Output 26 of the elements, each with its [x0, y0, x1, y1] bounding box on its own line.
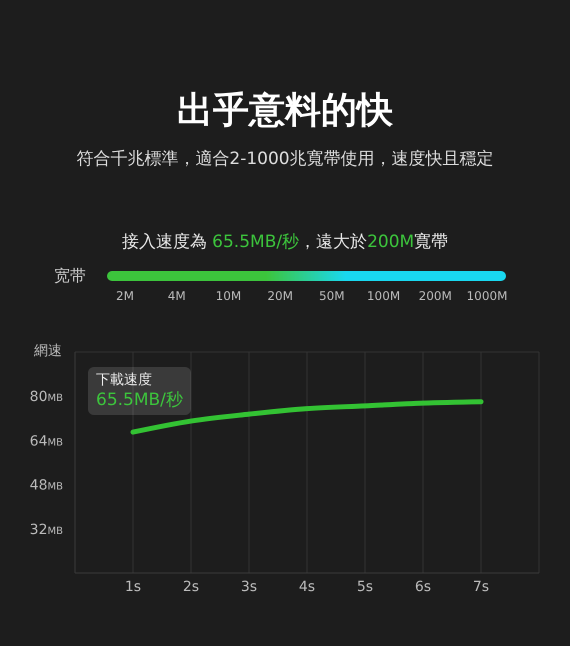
x-tick-label: 7s — [472, 578, 490, 595]
y-tick-label: 80MB — [30, 389, 64, 406]
text: 符合千兆標準，適合2-1000兆寬帶使用，速度快且穩定 — [75, 148, 495, 170]
x-tick-label: 2s — [182, 578, 200, 595]
x-tick-label: 4s — [298, 578, 316, 595]
y-tick-label: 48MB — [30, 478, 64, 494]
category-label: 200M — [418, 289, 452, 303]
category-label: 4M — [166, 289, 187, 303]
y-tick-label: 64MB — [30, 433, 64, 450]
annotation: 65.5MB/秒 — [96, 389, 183, 411]
text: 出乎意料的快 — [176, 89, 394, 133]
category-label: 1000M — [466, 289, 508, 303]
y-axis-title: 網速 — [34, 342, 62, 360]
x-tick-label: 1s — [124, 578, 142, 595]
y-tick-label: 32MB — [30, 522, 64, 538]
x-tick-label: 5s — [356, 578, 374, 595]
text: 宽带 — [54, 266, 86, 287]
text: 接入速度為 65.5MB/秒，遠大於200M寬帶 — [122, 232, 448, 252]
category-label: 2M — [115, 289, 135, 303]
category-label: 10M — [214, 289, 242, 303]
annotation: 下載速度 — [96, 371, 153, 389]
category-label: 20M — [266, 289, 294, 303]
category-label: 100M — [366, 289, 400, 303]
category-label: 50M — [319, 289, 345, 303]
x-tick-label: 6s — [414, 578, 432, 595]
x-tick-label: 3s — [240, 578, 258, 595]
